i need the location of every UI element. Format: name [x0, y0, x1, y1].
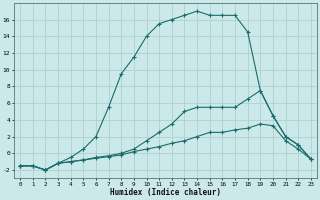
X-axis label: Humidex (Indice chaleur): Humidex (Indice chaleur)	[110, 188, 221, 197]
